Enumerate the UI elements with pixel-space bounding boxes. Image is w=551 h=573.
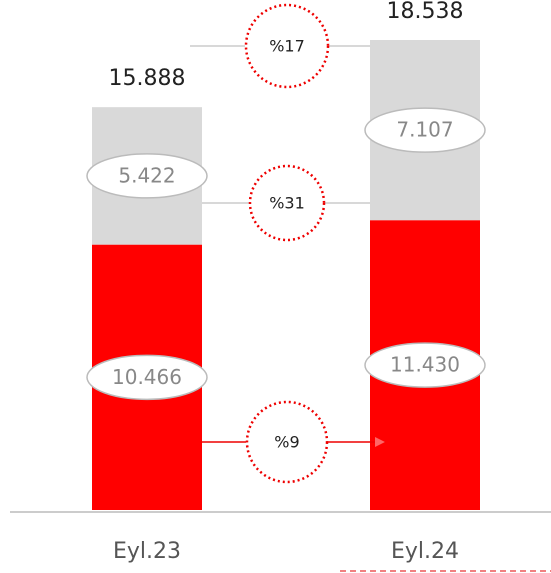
annotation-circle — [244, 3, 330, 89]
value-label-bubble — [364, 107, 486, 153]
arrow-head — [375, 437, 385, 447]
value-label: 5.422 — [118, 163, 175, 187]
x-tick-label: Eyl.24 — [391, 539, 459, 564]
x-tick-label: Eyl.23 — [113, 539, 181, 564]
total-label: 15.888 — [109, 66, 186, 91]
value-label: 10.466 — [112, 365, 182, 389]
annotation-circle — [245, 400, 329, 484]
value-label-bubble — [86, 153, 208, 199]
total-label: 18.538 — [387, 0, 464, 24]
value-label: 11.430 — [390, 353, 460, 377]
value-label-bubble — [86, 354, 208, 401]
value-label: 7.107 — [396, 118, 453, 142]
value-label-bubble — [364, 342, 486, 388]
annotation: %17 — [269, 37, 305, 56]
annotation-circle — [248, 164, 326, 242]
annotation: %9 — [274, 433, 299, 452]
annotation: %31 — [269, 194, 305, 213]
